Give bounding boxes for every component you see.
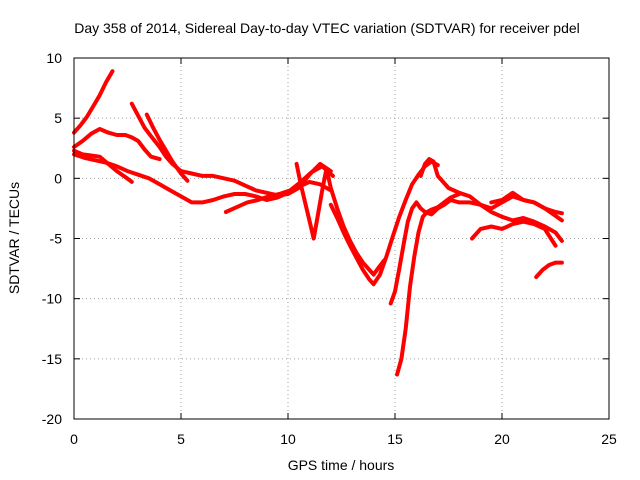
x-tick-label: 5 <box>177 431 185 447</box>
series-arc-7 <box>223 164 335 214</box>
x-axis-label: GPS time / hours <box>288 457 395 473</box>
series-arc-14 <box>489 190 564 216</box>
series-arc-15 <box>534 260 564 279</box>
y-axis-label: SDTVAR / TECUs <box>6 182 22 294</box>
series-arc-1 <box>72 69 115 135</box>
y-tick-label: -20 <box>42 411 62 427</box>
x-tick-label: 10 <box>280 431 296 447</box>
axis-ticks <box>73 57 610 420</box>
x-tick-labels: 0 5 10 15 20 25 <box>70 431 617 447</box>
chart-title: Day 358 of 2014, Sidereal Day-to-day VTE… <box>74 20 580 36</box>
y-tick-labels: -20 -15 -10 -5 0 5 10 <box>42 50 62 427</box>
y-tick-label: -10 <box>42 291 62 307</box>
series-arc-2 <box>72 127 162 162</box>
y-tick-label: -15 <box>42 351 62 367</box>
grid-lines <box>74 58 609 419</box>
series-arc-6 <box>144 112 190 183</box>
series-arc-5 <box>129 101 333 198</box>
y-tick-label: -5 <box>50 231 63 247</box>
y-tick-label: 0 <box>54 170 62 186</box>
series-arc-11 <box>395 192 462 377</box>
x-tick-label: 0 <box>70 431 78 447</box>
series-arc-8 <box>294 161 387 277</box>
x-tick-label: 15 <box>387 431 403 447</box>
x-tick-label: 25 <box>601 431 617 447</box>
series-arc-12 <box>418 157 564 243</box>
y-tick-label: 5 <box>54 110 62 126</box>
data-series-layer <box>72 69 564 377</box>
series-arc-13 <box>470 219 558 248</box>
x-tick-label: 20 <box>494 431 510 447</box>
y-tick-label: 10 <box>46 50 62 66</box>
